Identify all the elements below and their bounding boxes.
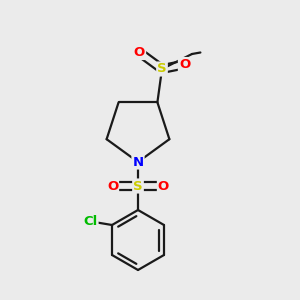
Text: O: O [107, 179, 118, 193]
Text: O: O [179, 58, 190, 71]
Text: N: N [132, 155, 144, 169]
Text: S: S [157, 62, 167, 76]
Text: Cl: Cl [83, 215, 98, 228]
Text: O: O [158, 179, 169, 193]
Text: O: O [134, 46, 145, 59]
Text: S: S [133, 179, 143, 193]
